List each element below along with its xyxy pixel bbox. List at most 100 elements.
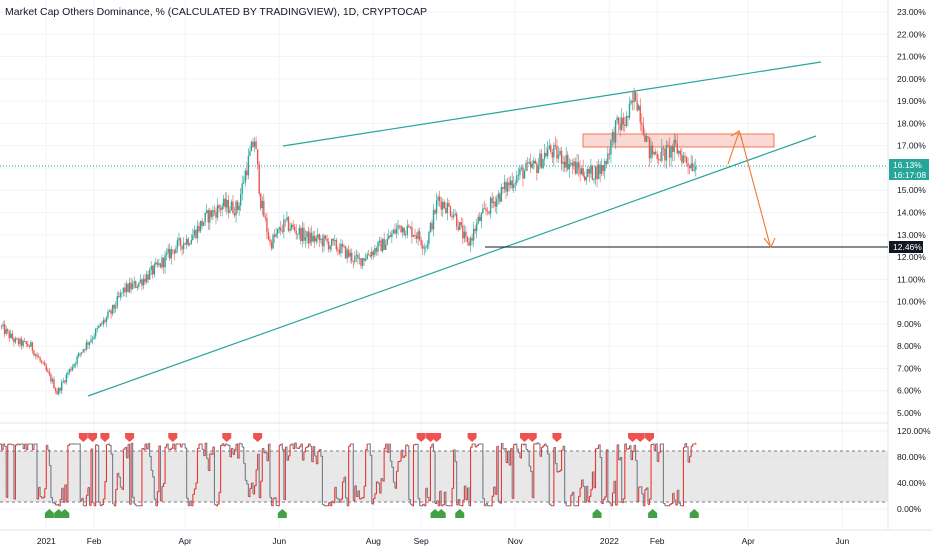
peak-marker[interactable] (88, 433, 98, 442)
peak-marker[interactable] (552, 433, 562, 442)
oscillator-segment (430, 444, 433, 448)
candle-body (153, 264, 155, 275)
oscillator-segment (231, 447, 234, 455)
candle-body (634, 91, 637, 102)
peak-marker[interactable] (467, 433, 477, 442)
candle-body (380, 240, 382, 252)
peak-marker[interactable] (78, 433, 88, 442)
candle-body (141, 279, 143, 286)
candle-body (267, 232, 270, 240)
oscillator-segment (112, 503, 115, 506)
oscillator-segment (627, 445, 630, 450)
candle-body (199, 220, 202, 232)
trough-marker[interactable] (455, 509, 465, 518)
price-axis[interactable]: 23.00% 22.00% 21.00% 20.00% 19.00% 18.00% 17.0… (897, 7, 926, 418)
trough-marker[interactable] (648, 509, 658, 518)
candle-body (403, 227, 405, 236)
peak-marker[interactable] (100, 433, 110, 442)
oscillator-segment (515, 443, 518, 450)
oscillator-segment (237, 443, 240, 459)
oscillator-segment (462, 486, 465, 501)
candle-body (82, 349, 85, 353)
trough-marker[interactable] (60, 509, 70, 518)
projection-arrow[interactable] (727, 130, 776, 249)
candle-body (349, 252, 351, 257)
trough-marker[interactable] (436, 509, 446, 518)
oscillator-segment (30, 443, 33, 450)
oscillator-segment (311, 446, 314, 463)
oscillator-segment (465, 487, 469, 501)
oscillator-segment (618, 457, 621, 461)
time-axis[interactable]: 2021 Feb Apr Jun Aug Sep Nov 2022 Feb Apr Jun (37, 536, 850, 546)
candle-body (7, 329, 9, 332)
oscillator-segment (308, 443, 311, 447)
upper-trendline[interactable] (282, 61, 822, 147)
candle-body (647, 136, 649, 138)
candle-body (116, 296, 118, 307)
peak-marker[interactable] (527, 433, 537, 442)
candle-body (691, 163, 694, 171)
oscillator-segment (617, 444, 620, 460)
candle-body (622, 117, 624, 125)
oscillator-segment (377, 482, 381, 494)
oscillator-segment (610, 492, 614, 507)
candle-body (278, 227, 280, 230)
candle-body (343, 246, 345, 248)
candle-body (287, 217, 290, 231)
resistance-zone[interactable] (582, 133, 775, 148)
candle-body (383, 238, 385, 250)
oscillator-segment (262, 447, 265, 453)
oscillator-segment (157, 445, 160, 493)
lower-trendline[interactable] (87, 135, 817, 397)
candle-body (172, 249, 174, 251)
oscillator-segment (6, 444, 9, 498)
oscillator-axis[interactable]: 120.00% 80.00% 40.00% 0.00% (897, 426, 931, 514)
price-grid (0, 0, 888, 530)
oscillator-segment (129, 443, 132, 505)
oscillator-segment (191, 494, 194, 507)
candle-body (502, 187, 504, 189)
oscillator-segment (560, 450, 563, 471)
candle-body (429, 223, 432, 232)
candle-body (386, 238, 388, 245)
peak-marker[interactable] (645, 433, 655, 442)
candle-body (616, 117, 618, 121)
candle-body (170, 249, 172, 259)
oscillator-segment (302, 451, 305, 461)
candle-body (281, 230, 284, 232)
candle-body (152, 266, 154, 275)
oscillator-segment (203, 443, 206, 457)
peak-marker[interactable] (125, 433, 135, 442)
candle-body (363, 258, 365, 261)
trough-marker[interactable] (592, 509, 602, 518)
candle-body (621, 117, 623, 130)
oscillator-segment (66, 445, 69, 503)
peak-marker[interactable] (253, 433, 263, 442)
peak-marker[interactable] (432, 433, 442, 442)
oscillator-segment (114, 489, 117, 507)
candle-body (261, 200, 263, 209)
time-tick-label: Jun (835, 536, 849, 546)
peak-marker[interactable] (520, 433, 530, 442)
candle-body (93, 336, 95, 339)
oscillator-segment (148, 443, 151, 457)
trough-marker[interactable] (689, 509, 699, 518)
trough-marker[interactable] (277, 509, 287, 518)
candle-body (57, 388, 60, 395)
price-tick-label: 9.00% (897, 319, 922, 329)
candle-body (125, 283, 128, 293)
candle-body (247, 155, 250, 176)
candle-body (550, 145, 552, 153)
peak-marker[interactable] (635, 433, 645, 442)
peak-marker[interactable] (168, 433, 178, 442)
oscillator-segment (498, 500, 501, 504)
oscillator-segment (172, 443, 175, 450)
candle-body (210, 210, 213, 217)
peak-marker[interactable] (222, 433, 232, 442)
peak-marker[interactable] (416, 433, 426, 442)
oscillator-segment (64, 484, 67, 502)
peak-marker[interactable] (628, 433, 638, 442)
candle-body (139, 279, 142, 283)
trough-marker[interactable] (44, 509, 54, 518)
